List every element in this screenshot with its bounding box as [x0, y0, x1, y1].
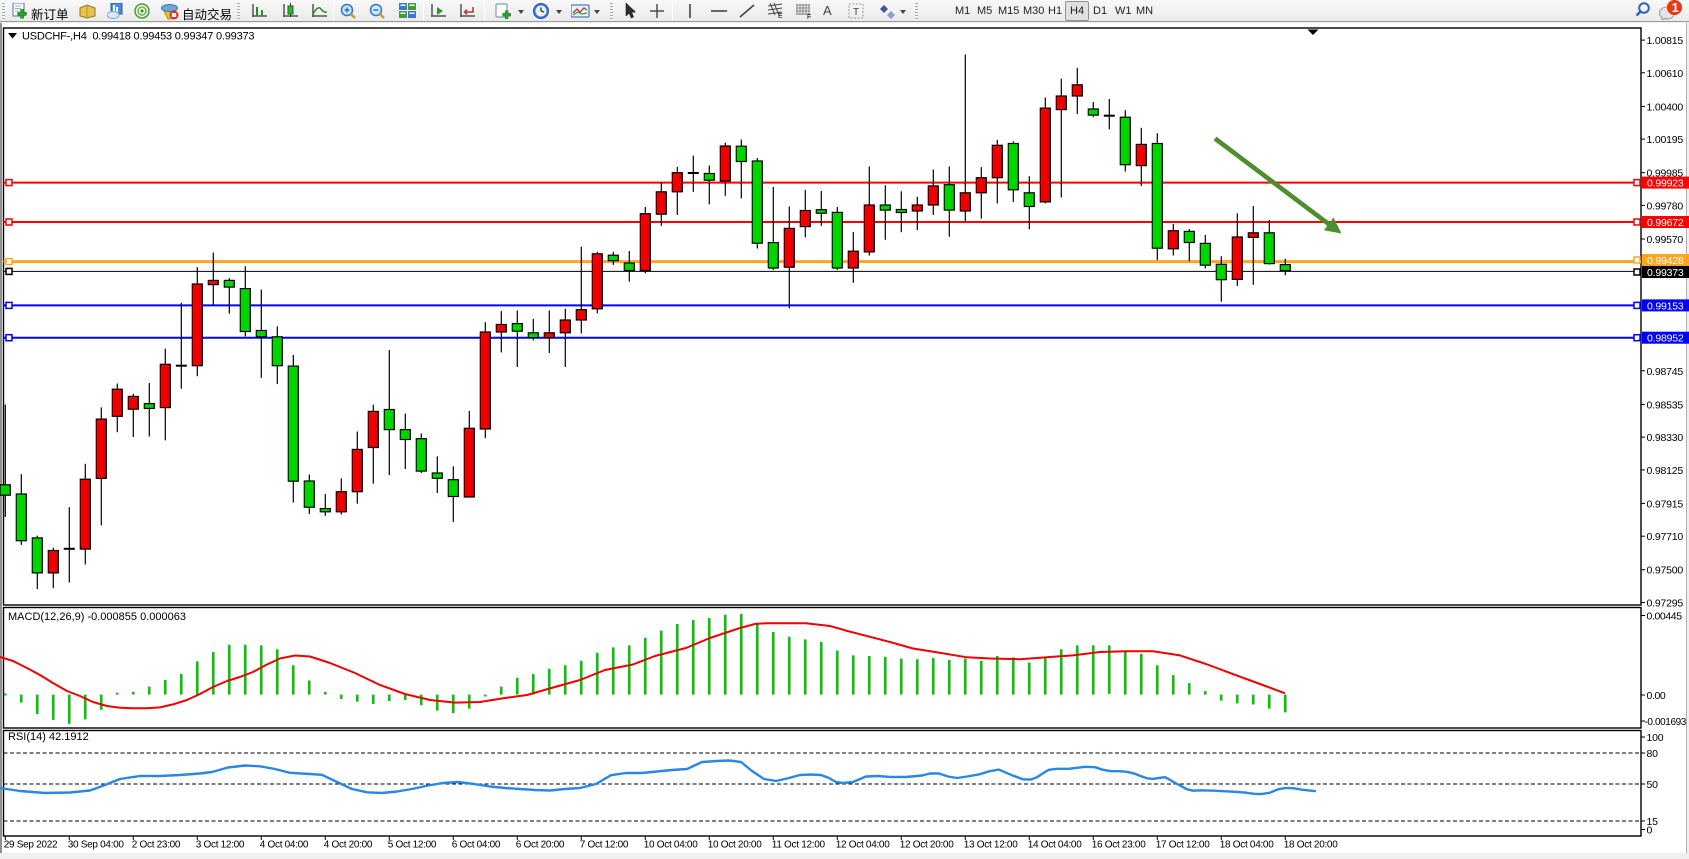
svg-text:0.99672: 0.99672 — [1647, 217, 1684, 229]
svg-text:80: 80 — [1647, 748, 1659, 760]
svg-text:1.00400: 1.00400 — [1647, 101, 1684, 113]
svg-text:0: 0 — [1647, 825, 1653, 837]
svg-text:0.99780: 0.99780 — [1647, 200, 1684, 212]
svg-text:1.00815: 1.00815 — [1647, 35, 1684, 47]
svg-text:0.99570: 0.99570 — [1647, 234, 1684, 246]
svg-text:1.00195: 1.00195 — [1647, 134, 1684, 146]
svg-text:-0.001693: -0.001693 — [1645, 717, 1687, 728]
svg-text:0.99923: 0.99923 — [1647, 178, 1684, 190]
svg-text:18 Oct 20:00: 18 Oct 20:00 — [1284, 840, 1338, 851]
svg-text:6 Oct 20:00: 6 Oct 20:00 — [516, 840, 565, 851]
svg-text:14 Oct 04:00: 14 Oct 04:00 — [1028, 840, 1082, 851]
svg-text:2 Oct 23:00: 2 Oct 23:00 — [132, 840, 181, 851]
svg-text:0.97500: 0.97500 — [1647, 565, 1684, 577]
svg-text:MACD(12,26,9) -0.000855 0.0000: MACD(12,26,9) -0.000855 0.000063 — [8, 611, 186, 623]
svg-text:50: 50 — [1647, 779, 1659, 791]
svg-text:16 Oct 23:00: 16 Oct 23:00 — [1092, 840, 1146, 851]
svg-text:30 Sep 04:00: 30 Sep 04:00 — [68, 840, 125, 851]
svg-text:0.00: 0.00 — [1647, 690, 1666, 702]
svg-text:0.97295: 0.97295 — [1647, 598, 1684, 610]
svg-text:7 Oct 12:00: 7 Oct 12:00 — [580, 840, 629, 851]
svg-text:15: 15 — [1647, 816, 1659, 828]
svg-text:10 Oct 04:00: 10 Oct 04:00 — [644, 840, 698, 851]
svg-text:F: F — [807, 14, 811, 19]
svg-text:0.98745: 0.98745 — [1647, 366, 1684, 378]
svg-text:0.98535: 0.98535 — [1647, 399, 1684, 411]
svg-text:17 Oct 12:00: 17 Oct 12:00 — [1156, 840, 1210, 851]
svg-text:13 Oct 12:00: 13 Oct 12:00 — [964, 840, 1018, 851]
svg-text:3 Oct 12:00: 3 Oct 12:00 — [196, 840, 245, 851]
svg-text:1.00610: 1.00610 — [1647, 68, 1684, 80]
svg-text:5 Oct 12:00: 5 Oct 12:00 — [388, 840, 437, 851]
svg-text:4 Oct 04:00: 4 Oct 04:00 — [260, 840, 309, 851]
svg-text:18 Oct 04:00: 18 Oct 04:00 — [1220, 840, 1274, 851]
svg-text:E: E — [778, 13, 783, 19]
svg-text:12 Oct 20:00: 12 Oct 20:00 — [900, 840, 954, 851]
svg-text:0.97915: 0.97915 — [1647, 498, 1684, 510]
svg-text:12 Oct 04:00: 12 Oct 04:00 — [836, 840, 890, 851]
svg-text:1: 1 — [1672, 1, 1679, 15]
svg-text:0.98330: 0.98330 — [1647, 432, 1684, 444]
svg-text:USDCHF-,H4 0.99418 0.99453 0.: USDCHF-,H4 0.99418 0.99453 0.99347 0.993… — [22, 31, 254, 43]
svg-text:0.99153: 0.99153 — [1647, 300, 1684, 312]
svg-text:0.97710: 0.97710 — [1647, 531, 1684, 543]
svg-text:100: 100 — [1647, 732, 1664, 744]
svg-text:0.99428: 0.99428 — [1647, 255, 1684, 267]
svg-text:10 Oct 20:00: 10 Oct 20:00 — [708, 840, 762, 851]
svg-text:6 Oct 04:00: 6 Oct 04:00 — [452, 840, 501, 851]
svg-text:0.99373: 0.99373 — [1647, 267, 1684, 279]
svg-text:0.98125: 0.98125 — [1647, 465, 1684, 477]
svg-text:RSI(14) 42.1912: RSI(14) 42.1912 — [8, 731, 89, 743]
svg-text:0.98952: 0.98952 — [1647, 333, 1684, 345]
svg-text:4 Oct 20:00: 4 Oct 20:00 — [324, 840, 373, 851]
svg-text:T: T — [853, 7, 859, 18]
svg-text:11 Oct 12:00: 11 Oct 12:00 — [772, 840, 826, 851]
svg-text:29 Sep 2022: 29 Sep 2022 — [4, 840, 58, 851]
svg-text:0.00445: 0.00445 — [1647, 611, 1683, 623]
